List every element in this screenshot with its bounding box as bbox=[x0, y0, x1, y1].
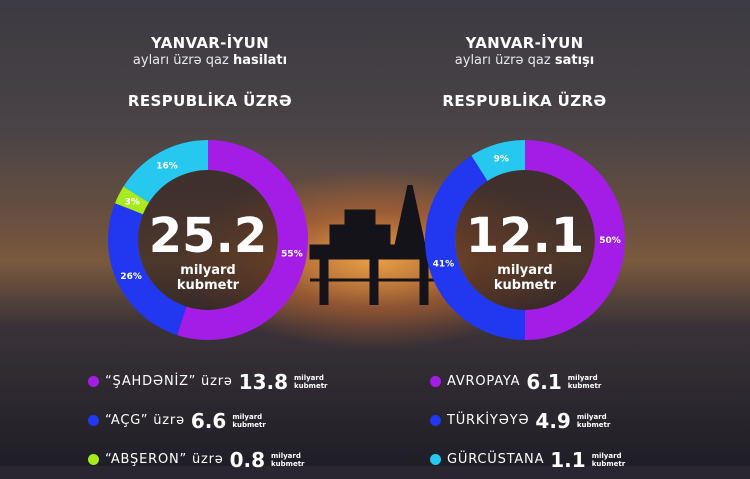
production-title: YANVAR-İYUN bbox=[150, 34, 270, 52]
sales-legend: AVROPAYA 6.1 milyard kubmetr TÜRKİYƏYƏ 4.9 mil… bbox=[430, 362, 625, 479]
sales-subtitle-line: ayları üzrə qaz satışı bbox=[337, 53, 712, 68]
legend-unit: milyard kubmetr bbox=[576, 412, 611, 429]
legend-label: “AÇG” üzrə bbox=[105, 413, 185, 428]
donut-slice bbox=[425, 155, 525, 340]
donut-slice bbox=[107, 203, 187, 336]
legend-unit: milyard kubmetr bbox=[591, 451, 626, 468]
legend-row: “ABŞERON” üzrə 0.8 milyard kubmetr bbox=[88, 440, 328, 479]
legend-color-dot bbox=[430, 376, 441, 387]
donut-slice bbox=[123, 140, 208, 203]
sales-scope: RESPUBLİKA ÜZRƏ bbox=[442, 92, 607, 110]
center-unit-line2: kubmetr bbox=[494, 278, 557, 293]
legend-value: 13.8 bbox=[238, 369, 289, 394]
legend-unit: milyard kubmetr bbox=[232, 412, 266, 429]
slice-percent-label: 26% bbox=[120, 272, 142, 282]
legend-label: “ŞAHDƏNİZ” üzrə bbox=[105, 374, 233, 389]
legend-row: “ŞAHDƏNİZ” üzrə 13.8 milyard kubmetr bbox=[88, 362, 328, 401]
production-panel: YANVAR-İYUN ayları üzrə qaz hasilatı RES… bbox=[0, 0, 375, 472]
slice-percent-label: 41% bbox=[433, 260, 455, 270]
center-unit-line1: milyard bbox=[497, 263, 552, 278]
legend-row: GÜRCÜSTANA 1.1 milyard kubmetr bbox=[430, 440, 625, 479]
slice-percent-label: 50% bbox=[599, 236, 621, 246]
legend-row: TÜRKİYƏYƏ 4.9 milyard kubmetr bbox=[430, 401, 625, 440]
production-subtitle-text: ayları üzrə qaz bbox=[132, 53, 229, 68]
slice-percent-label: 9% bbox=[494, 154, 509, 164]
legend-row: “AÇG” üzrə 6.6 milyard kubmetr bbox=[88, 401, 328, 440]
sales-panel: YANVAR-İYUN ayları üzrə qaz satışı RESPU… bbox=[375, 0, 750, 472]
donut-slice bbox=[115, 186, 149, 215]
legend-value: 4.9 bbox=[535, 408, 571, 433]
production-legend: “ŞAHDƏNİZ” üzrə 13.8 milyard kubmetr “AÇG” ü… bbox=[88, 362, 328, 479]
legend-label: “ABŞERON” üzrə bbox=[105, 452, 224, 467]
legend-unit: milyard kubmetr bbox=[294, 373, 328, 390]
center-total-value: 25.2 bbox=[149, 208, 267, 264]
legend-unit: milyard kubmetr bbox=[567, 373, 602, 390]
sales-subtitle-text: ayları üzrə qaz bbox=[454, 53, 551, 68]
donut-center bbox=[455, 170, 595, 310]
center-unit-line2: kubmetr bbox=[177, 278, 240, 293]
legend-value: 1.1 bbox=[550, 447, 586, 472]
legend-value: 0.8 bbox=[229, 447, 266, 472]
legend-color-dot bbox=[88, 415, 99, 426]
legend-label: AVROPAYA bbox=[447, 374, 521, 389]
center-total-value: 12.1 bbox=[466, 208, 584, 264]
legend-color-dot bbox=[88, 376, 99, 387]
legend-value: 6.1 bbox=[526, 369, 562, 394]
production-scope: RESPUBLİKA ÜZRƏ bbox=[127, 92, 293, 110]
legend-unit: milyard kubmetr bbox=[271, 451, 305, 468]
production-subtitle-line: ayları üzrə qaz hasilatı bbox=[40, 53, 380, 68]
legend-value: 6.6 bbox=[190, 408, 227, 433]
legend-label: TÜRKİYƏYƏ bbox=[447, 413, 530, 428]
sales-title: YANVAR-İYUN bbox=[465, 34, 584, 52]
legend-color-dot bbox=[430, 454, 441, 465]
donut-slice bbox=[471, 140, 525, 181]
donut-slice bbox=[525, 140, 625, 340]
donut-slice bbox=[177, 140, 308, 340]
donut-center bbox=[138, 170, 278, 310]
legend-color-dot bbox=[88, 454, 99, 465]
sales-subtitle-bold: satışı bbox=[554, 53, 595, 68]
legend-color-dot bbox=[430, 415, 441, 426]
production-subtitle-bold: hasilatı bbox=[232, 53, 288, 68]
center-unit-line1: milyard bbox=[180, 263, 235, 278]
slice-percent-label: 3% bbox=[125, 197, 140, 207]
slice-percent-label: 16% bbox=[156, 162, 178, 172]
slice-percent-label: 55% bbox=[281, 249, 303, 259]
legend-label: GÜRCÜSTANA bbox=[447, 452, 545, 467]
legend-row: AVROPAYA 6.1 milyard kubmetr bbox=[430, 362, 625, 401]
